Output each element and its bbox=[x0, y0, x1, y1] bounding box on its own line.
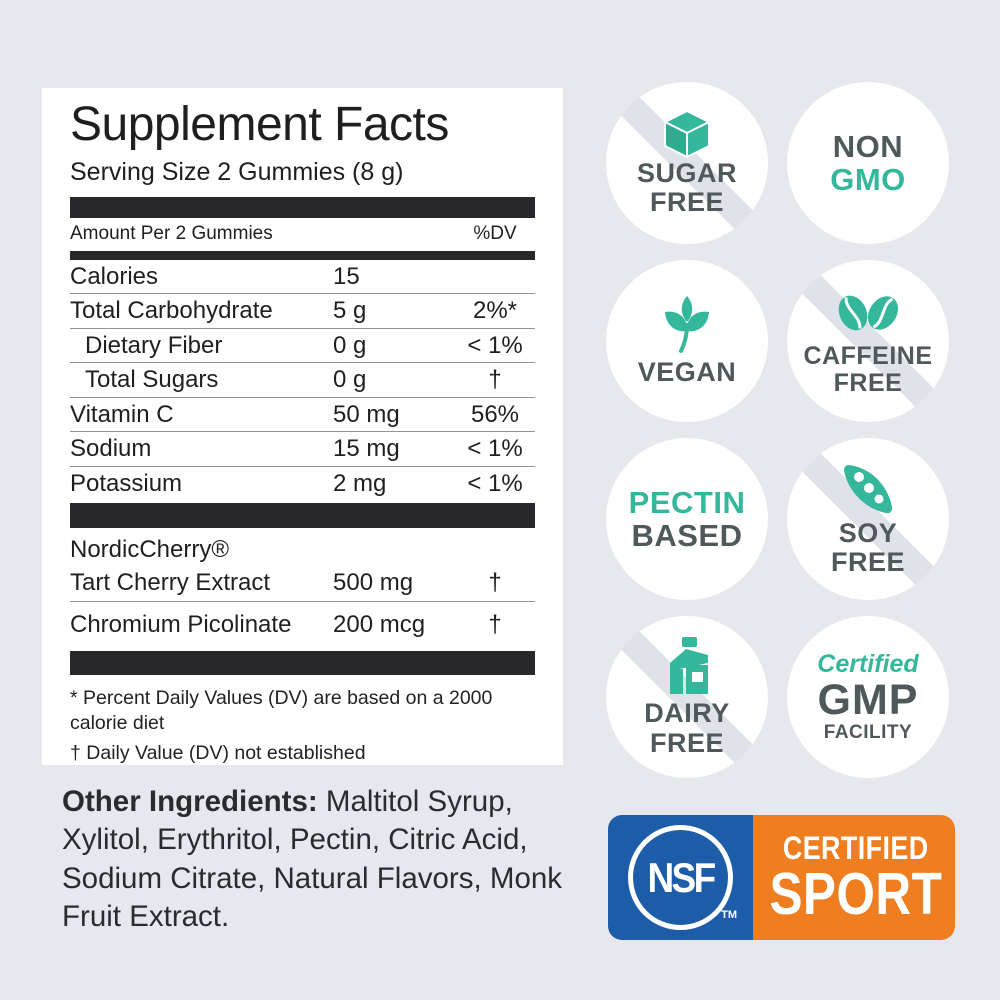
brand-name: NordicCherry® bbox=[70, 536, 230, 564]
nutrient-row-chromium-picolinate: Chromium Picolinate 200 mcg † bbox=[70, 602, 535, 647]
panel-title: Supplement Facts bbox=[70, 98, 449, 151]
badge-caffeine-free: CAFFEINE FREE bbox=[787, 260, 949, 422]
sugar-cube-icon bbox=[661, 109, 713, 159]
nutrient-amount: 2 mg bbox=[333, 469, 387, 497]
serving-size: Serving Size 2 Gummies (8 g) bbox=[70, 157, 404, 186]
divider-bar-thick bbox=[70, 196, 535, 218]
badge-certified-gmp: Certified GMP FACILITY bbox=[787, 616, 949, 778]
footnotes: * Percent Daily Values (DV) are based on… bbox=[70, 686, 535, 766]
divider-bar-thick bbox=[70, 651, 535, 676]
badge-dairy-free: DAIRY FREE bbox=[606, 616, 768, 778]
nutrient-dv: < 1% bbox=[467, 435, 523, 463]
nutrient-name: Vitamin C bbox=[70, 400, 174, 428]
nutrient-amount: 15 bbox=[333, 262, 360, 290]
badge-pectin-based: PECTIN BASED bbox=[606, 438, 768, 600]
nutrient-row-dietary-fiber: Dietary Fiber 0 g < 1% bbox=[70, 329, 535, 364]
badge-label: CAFFEINE bbox=[803, 341, 933, 370]
nutrient-row-calories: Calories 15 bbox=[70, 260, 535, 295]
nutrient-dv: < 1% bbox=[467, 469, 523, 497]
badge-label: FREE bbox=[830, 547, 905, 577]
coffee-beans-icon bbox=[830, 286, 906, 340]
badge-label: GMO bbox=[830, 162, 906, 197]
other-ingredients-text: Maltitol Syrup, Xylitol, Erythritol, Pec… bbox=[62, 785, 563, 934]
nutrient-row-total-carbohydrate: Total Carbohydrate 5 g 2%* bbox=[70, 294, 535, 329]
pea-pod-icon bbox=[838, 461, 898, 517]
nsf-sport-panel: CERTIFIED SPORT bbox=[753, 815, 955, 940]
other-ingredients-label: Other Ingredients: bbox=[62, 785, 318, 818]
nutrient-row-total-sugars: Total Sugars 0 g † bbox=[70, 363, 535, 398]
footnote-dv-not-established: † Daily Value (DV) not established bbox=[70, 742, 366, 765]
badge-label: FACILITY bbox=[823, 721, 913, 743]
nutrient-dv: † bbox=[488, 366, 502, 394]
badge-label: FREE bbox=[649, 727, 724, 758]
nutrient-amount: 0 g bbox=[333, 366, 367, 394]
badge-label: FREE bbox=[833, 368, 903, 397]
nutrient-row-tart-cherry-extract: Tart Cherry Extract 500 mg † bbox=[70, 565, 535, 603]
nutrient-amount: 15 mg bbox=[333, 435, 400, 463]
badge-label: VEGAN bbox=[637, 357, 737, 388]
nutrient-name: Chromium Picolinate bbox=[70, 610, 292, 638]
nutrient-dv: 56% bbox=[470, 400, 520, 428]
slash-stripe bbox=[787, 260, 949, 422]
badge-vegan: VEGAN bbox=[606, 260, 768, 422]
nutrient-row-sodium: Sodium 15 mg < 1% bbox=[70, 432, 535, 467]
nsf-certified-text: CERTIFIED bbox=[783, 830, 929, 867]
other-ingredients: Other Ingredients: Maltitol Syrup, Xylit… bbox=[62, 783, 607, 936]
nutrient-dv: < 1% bbox=[467, 331, 523, 359]
nsf-logo-circle: NSF bbox=[628, 825, 733, 930]
nsf-certified-sport-badge: NSF TM CERTIFIED SPORT bbox=[608, 815, 955, 940]
nutrient-name: Total Sugars bbox=[85, 366, 219, 394]
supplement-facts-panel: Supplement Facts Serving Size 2 Gummies … bbox=[42, 88, 563, 765]
amount-per-header: Amount Per 2 Gummies bbox=[70, 222, 273, 244]
divider-bar-thin bbox=[70, 250, 535, 260]
nutrient-dv: † bbox=[488, 569, 502, 597]
badge-label: PECTIN bbox=[628, 484, 746, 520]
divider-bar-thick bbox=[70, 503, 535, 529]
badge-label: Certified bbox=[817, 649, 919, 678]
leaf-sprout-icon bbox=[658, 294, 716, 354]
nutrient-amount: 500 mg bbox=[333, 569, 414, 597]
badge-label: GMP bbox=[817, 675, 919, 724]
nsf-sport-text: SPORT bbox=[769, 861, 943, 928]
badge-sugar-free: SUGAR FREE bbox=[606, 82, 768, 244]
nutrient-dv: † bbox=[488, 610, 502, 638]
nsf-trademark: TM bbox=[721, 909, 737, 921]
nutrient-name: Potassium bbox=[70, 469, 183, 497]
nutrient-amount: 200 mcg bbox=[333, 610, 426, 638]
nsf-logo-text: NSF bbox=[647, 853, 717, 901]
nutrient-name: Dietary Fiber bbox=[85, 331, 223, 359]
badge-label: FREE bbox=[649, 187, 724, 217]
badge-label: NON bbox=[832, 128, 904, 164]
nutrient-amount: 5 g bbox=[333, 297, 367, 325]
nsf-logo-panel: NSF TM bbox=[608, 815, 753, 940]
badge-label: SOY bbox=[838, 517, 898, 548]
nutrient-name: Sodium bbox=[70, 435, 152, 463]
badge-label: DAIRY bbox=[644, 698, 730, 729]
badge-soy-free: SOY FREE bbox=[787, 438, 949, 600]
nutrient-name: Total Carbohydrate bbox=[70, 297, 273, 325]
badge-label: SUGAR bbox=[636, 157, 737, 188]
nutrient-amount: 50 mg bbox=[333, 400, 400, 428]
milk-carton-icon bbox=[659, 636, 715, 696]
nutrient-amount: 0 g bbox=[333, 331, 367, 359]
nutrient-name: Calories bbox=[70, 262, 159, 290]
nutrient-dv: 2%* bbox=[472, 297, 518, 325]
nutrient-row-potassium: Potassium 2 mg < 1% bbox=[70, 467, 535, 501]
nutrient-row-vitamin-c: Vitamin C 50 mg 56% bbox=[70, 398, 535, 433]
column-header-row: Amount Per 2 Gummies %DV bbox=[70, 218, 535, 251]
badge-non-gmo: NON GMO bbox=[787, 82, 949, 244]
dv-header: %DV bbox=[473, 222, 517, 244]
nutrient-name: Tart Cherry Extract bbox=[70, 569, 271, 597]
footnote-daily-values: * Percent Daily Values (DV) are based on… bbox=[70, 687, 493, 735]
badge-label: BASED bbox=[631, 518, 743, 553]
